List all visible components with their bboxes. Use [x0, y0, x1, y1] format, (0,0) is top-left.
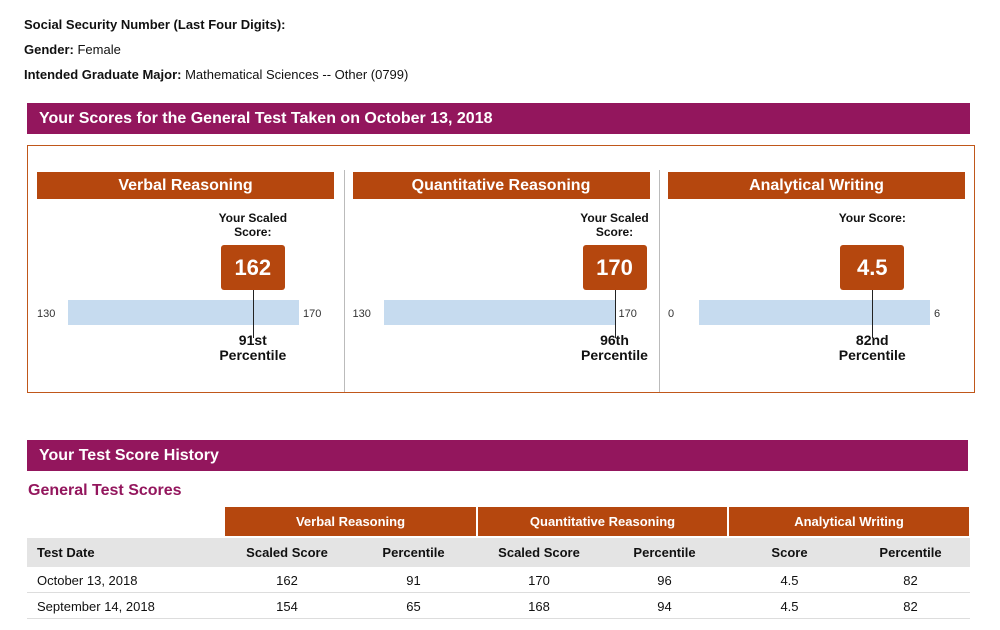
percentile-label: Percentile [581, 347, 648, 363]
table-cell: 168 [528, 598, 550, 614]
table-row [27, 567, 970, 593]
column-header: Score [771, 545, 808, 560]
table-cell: 4.5 [780, 572, 799, 588]
table-row [27, 593, 970, 619]
scale-min: 130 [352, 308, 371, 320]
scale-bar [68, 300, 299, 325]
group-header: Quantitative Reasoning [478, 507, 727, 536]
percentile-label: Percentile [219, 347, 287, 363]
header-row [27, 538, 970, 567]
history-subtitle: General Test Scores [28, 482, 182, 499]
score-value: 4.5 [840, 245, 905, 290]
applicant-field: Social Security Number (Last Four Digits… [24, 17, 286, 32]
history-banner: Your Test Score History [27, 440, 968, 471]
field-value: Female [77, 42, 121, 57]
table-cell: October 13, 2018 [37, 572, 138, 588]
table-cell: 96 [657, 572, 672, 588]
table-cell: 4.5 [780, 598, 799, 614]
percentile: 96th Percentile [565, 333, 665, 363]
table-cell: 154 [276, 598, 298, 614]
scale-max: 170 [303, 308, 322, 320]
section-header: Verbal Reasoning [37, 172, 334, 199]
table-cell: 82 [903, 572, 918, 588]
score-value: 162 [220, 245, 285, 290]
column-header: Percentile [382, 545, 445, 560]
table-cell: 170 [528, 572, 550, 588]
percentile-rank: 96th [600, 332, 629, 348]
percentile: 91st Percentile [203, 333, 303, 363]
column-header: Scaled Score [498, 545, 580, 560]
percentile-rank: 82nd [855, 332, 889, 348]
section-divider [343, 170, 345, 392]
group-header: Verbal Reasoning [225, 507, 476, 536]
field-label: Gender: [24, 42, 74, 57]
field-value: Mathematical Sciences -- Other (0799) [185, 67, 409, 82]
scale-min: 0 [668, 308, 675, 320]
table-cell: September 14, 2018 [37, 598, 155, 614]
score-label: Your Scaled Score: [218, 211, 288, 239]
table-cell: 94 [657, 598, 672, 614]
scale-min: 130 [37, 308, 56, 320]
percentile-rank: 91st [238, 332, 267, 348]
percentile-label: Percentile [838, 347, 906, 363]
scale-bar [383, 300, 615, 325]
column-header: Test Date [37, 545, 95, 560]
scores-frame [27, 145, 975, 393]
section-divider [659, 170, 660, 392]
table-cell: 162 [276, 572, 298, 588]
applicant-field: Intended Graduate Major: Mathematical Sc… [24, 67, 408, 82]
scale-max: 6 [934, 308, 941, 320]
column-header: Percentile [879, 545, 942, 560]
percentile: 82nd Percentile [822, 333, 922, 363]
scale-bar [699, 300, 930, 325]
applicant-field: Gender: Female [24, 42, 121, 57]
score-marker [252, 288, 254, 338]
column-header: Scaled Score [246, 545, 328, 560]
score-marker [614, 288, 616, 338]
group-header: Analytical Writing [729, 507, 969, 536]
table-cell: 91 [406, 572, 421, 588]
table-cell: 82 [903, 598, 918, 614]
table-cell: 65 [406, 598, 421, 614]
section-header: Analytical Writing [668, 172, 965, 199]
score-label: Your Scaled Score: [580, 211, 649, 239]
field-label: Social Security Number (Last Four Digits… [24, 17, 286, 32]
score-value: 170 [582, 245, 647, 290]
column-header: Percentile [633, 545, 696, 560]
section-header: Quantitative Reasoning [352, 172, 650, 199]
field-label: Intended Graduate Major: [24, 67, 182, 82]
score-marker [872, 288, 874, 338]
score-label: Your Score: [838, 211, 906, 225]
scale-max: 170 [618, 308, 637, 320]
scores-banner: Your Scores for the General Test Taken o… [27, 103, 970, 134]
